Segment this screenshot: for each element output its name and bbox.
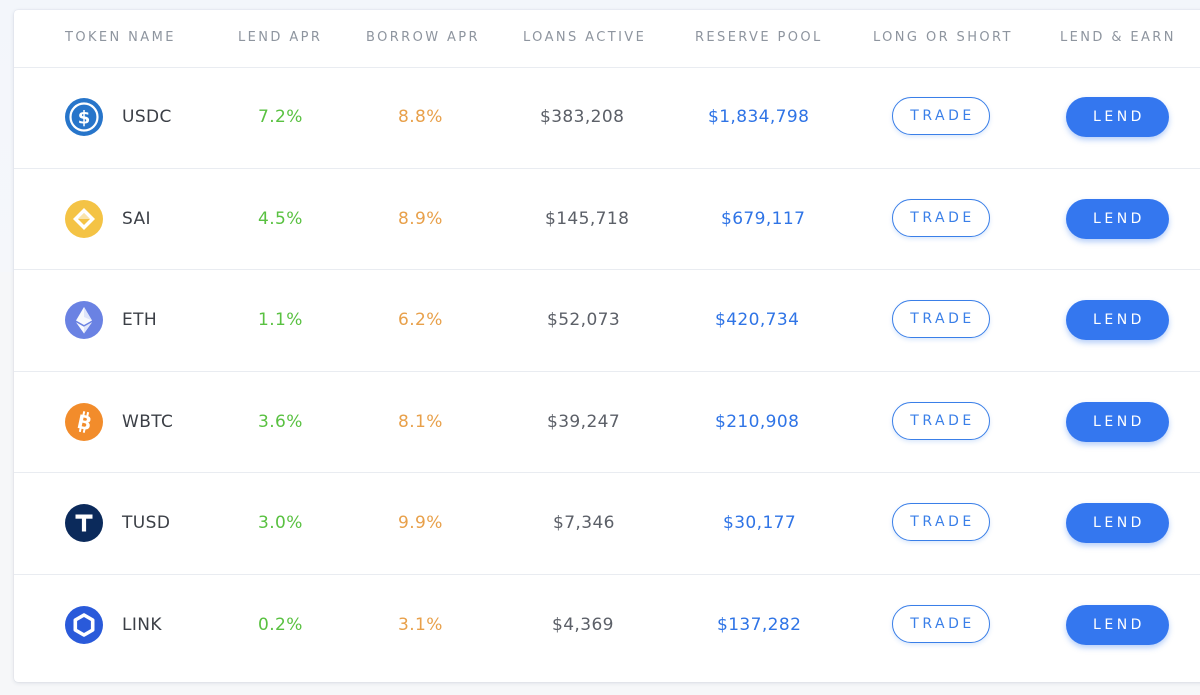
header-loans-active: LOANS ACTIVE bbox=[523, 30, 647, 45]
trade-button[interactable]: TRADE bbox=[892, 97, 990, 136]
loans-active-value: $7,346 bbox=[553, 513, 615, 534]
loans-active-value: $39,247 bbox=[547, 411, 621, 432]
token-name: USDC bbox=[122, 107, 172, 128]
borrow-apr-value: 8.9% bbox=[398, 208, 443, 229]
table-row: TUSD 3.0% 9.9% $7,346 $30,177 TRADE LEND bbox=[14, 473, 1200, 575]
trade-button[interactable]: TRADE bbox=[892, 503, 990, 542]
trade-button[interactable]: TRADE bbox=[892, 198, 990, 237]
loans-active-value: $145,718 bbox=[545, 208, 630, 229]
header-borrow-apr: BORROW APR bbox=[366, 30, 480, 45]
lend-button[interactable]: LEND bbox=[1066, 97, 1169, 138]
sai-icon bbox=[65, 199, 103, 238]
borrow-apr-value: 9.9% bbox=[398, 513, 443, 534]
token-name: LINK bbox=[122, 615, 162, 636]
table-header: TOKEN NAME LEND APR BORROW APR LOANS ACT… bbox=[14, 10, 1200, 68]
header-lend-apr: LEND APR bbox=[238, 30, 323, 45]
header-lend-and-earn: LEND & EARN bbox=[1060, 30, 1176, 45]
header-reserve-pool: RESERVE POOL bbox=[695, 30, 823, 45]
eth-icon bbox=[65, 301, 103, 340]
header-long-or-short: LONG OR SHORT bbox=[873, 30, 1013, 45]
link-icon bbox=[65, 606, 103, 645]
table-body: $ USDC 7.2% 8.8% $383,208 $1,834,798 TRA… bbox=[14, 67, 1200, 676]
token-name: WBTC bbox=[122, 411, 174, 432]
lend-button[interactable]: LEND bbox=[1066, 503, 1169, 544]
lend-apr-value: 4.5% bbox=[258, 208, 303, 229]
trade-button[interactable]: TRADE bbox=[892, 300, 990, 339]
borrow-apr-value: 3.1% bbox=[398, 615, 443, 636]
trade-button[interactable]: TRADE bbox=[892, 605, 990, 644]
loans-active-value: $383,208 bbox=[540, 107, 625, 128]
reserve-pool-value: $679,117 bbox=[721, 208, 806, 229]
token-name: TUSD bbox=[122, 513, 171, 534]
header-token-name: TOKEN NAME bbox=[65, 30, 176, 45]
borrow-apr-value: 8.1% bbox=[398, 411, 443, 432]
reserve-pool-value: $1,834,798 bbox=[708, 107, 810, 128]
reserve-pool-value: $420,734 bbox=[715, 310, 800, 331]
lend-apr-value: 0.2% bbox=[258, 615, 303, 636]
table-row: ETH 1.1% 6.2% $52,073 $420,734 TRADE LEN… bbox=[14, 270, 1200, 372]
usdc-icon: $ bbox=[65, 98, 103, 137]
reserve-pool-value: $30,177 bbox=[723, 513, 797, 534]
borrow-apr-value: 8.8% bbox=[398, 107, 443, 128]
lend-button[interactable]: LEND bbox=[1066, 605, 1169, 646]
table-row: LINK 0.2% 3.1% $4,369 $137,282 TRADE LEN… bbox=[14, 575, 1200, 677]
table-row: $ USDC 7.2% 8.8% $383,208 $1,834,798 TRA… bbox=[14, 67, 1200, 169]
trade-button[interactable]: TRADE bbox=[892, 401, 990, 440]
lending-table: TOKEN NAME LEND APR BORROW APR LOANS ACT… bbox=[14, 10, 1200, 682]
loans-active-value: $4,369 bbox=[552, 615, 614, 636]
reserve-pool-value: $210,908 bbox=[715, 411, 800, 432]
svg-text:$: $ bbox=[78, 108, 91, 129]
loans-active-value: $52,073 bbox=[547, 310, 621, 331]
lend-button[interactable]: LEND bbox=[1066, 300, 1169, 341]
lend-apr-value: 3.0% bbox=[258, 513, 303, 534]
token-name: SAI bbox=[122, 208, 151, 229]
table-row: B WBTC 3.6% 8.1% $39,247 $210,908 TRADE … bbox=[14, 372, 1200, 473]
token-name: ETH bbox=[122, 310, 158, 331]
lend-apr-value: 7.2% bbox=[258, 107, 303, 128]
tusd-icon bbox=[65, 504, 103, 543]
reserve-pool-value: $137,282 bbox=[717, 615, 802, 636]
table-row: SAI 4.5% 8.9% $145,718 $679,117 TRADE LE… bbox=[14, 169, 1200, 270]
wbtc-icon: B bbox=[65, 402, 103, 441]
borrow-apr-value: 6.2% bbox=[398, 310, 443, 331]
lend-button[interactable]: LEND bbox=[1066, 401, 1169, 442]
lend-button[interactable]: LEND bbox=[1066, 198, 1169, 239]
lend-apr-value: 3.6% bbox=[258, 411, 303, 432]
lend-apr-value: 1.1% bbox=[258, 310, 303, 331]
